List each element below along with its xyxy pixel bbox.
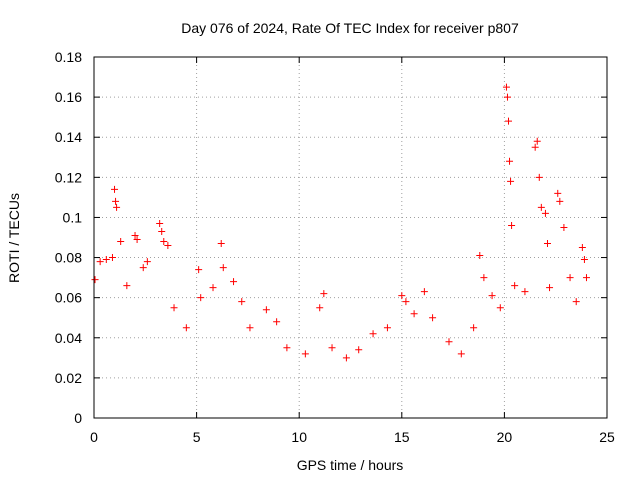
data-point: [273, 318, 281, 326]
data-point: [533, 137, 541, 145]
data-point: [123, 282, 131, 290]
data-point: [219, 264, 227, 272]
grid-lines: [94, 57, 607, 418]
data-point: [537, 203, 545, 211]
data-point: [535, 173, 543, 181]
data-point: [209, 284, 217, 292]
data-point: [112, 197, 120, 205]
data-point: [342, 354, 350, 362]
data-point: [580, 256, 588, 264]
y-tick-label: 0.12: [55, 169, 82, 185]
y-tick-label: 0.18: [55, 49, 82, 65]
data-point: [543, 240, 551, 248]
data-point: [560, 223, 568, 231]
data-point: [429, 314, 437, 322]
data-point: [156, 219, 164, 227]
data-point: [572, 298, 580, 306]
data-point: [328, 344, 336, 352]
data-point: [507, 177, 515, 185]
data-point: [91, 276, 99, 284]
y-tick-label: 0.02: [55, 370, 82, 386]
y-tick-label: 0.06: [55, 290, 82, 306]
data-point: [113, 203, 121, 211]
data-point: [131, 231, 139, 239]
data-point: [496, 304, 504, 312]
x-axis-label: GPS time / hours: [297, 457, 404, 473]
data-point: [316, 304, 324, 312]
data-point: [111, 185, 119, 193]
data-point: [402, 298, 410, 306]
data-point: [262, 306, 270, 314]
y-tick-label: 0: [74, 410, 82, 426]
data-point: [531, 143, 539, 151]
data-point: [546, 284, 554, 292]
x-tick-label: 0: [90, 429, 98, 445]
data-point: [578, 244, 586, 252]
data-point: [96, 258, 104, 266]
data-point: [108, 254, 116, 262]
x-tick-label: 15: [394, 429, 410, 445]
data-point: [503, 93, 511, 101]
plot-frame: [93, 56, 608, 419]
data-point: [182, 324, 190, 332]
data-point: [230, 278, 238, 286]
x-tick-label: 10: [291, 429, 307, 445]
data-point: [541, 209, 549, 217]
data-point: [195, 266, 203, 274]
data-point: [160, 238, 168, 246]
data-point: [139, 264, 147, 272]
data-point: [420, 288, 428, 296]
y-tick-label: 0.08: [55, 250, 82, 266]
y-tick-label: 0.1: [63, 209, 83, 225]
data-point: [283, 344, 291, 352]
data-point: [556, 197, 564, 205]
data-point: [511, 282, 519, 290]
x-tick-label: 5: [193, 429, 201, 445]
data-point: [133, 236, 141, 244]
y-tick-label: 0.16: [55, 89, 82, 105]
data-point: [102, 256, 110, 264]
data-point: [521, 288, 529, 296]
data-point: [301, 350, 309, 358]
data-point: [582, 274, 590, 282]
data-point: [238, 298, 246, 306]
data-point: [554, 189, 562, 197]
data-point: [508, 221, 516, 229]
y-axis-label: ROTI / TECUs: [6, 193, 22, 283]
chart-title: Day 076 of 2024, Rate Of TEC Index for r…: [181, 20, 519, 36]
data-point: [398, 292, 406, 300]
y-tick-label: 0.14: [55, 129, 82, 145]
data-point: [488, 292, 496, 300]
data-point: [480, 274, 488, 282]
data-point: [355, 346, 363, 354]
data-point: [410, 310, 418, 318]
data-point: [170, 304, 178, 312]
data-point: [117, 238, 125, 246]
data-point: [320, 290, 328, 298]
data-point: [369, 330, 377, 338]
data-point: [457, 350, 465, 358]
data-point: [158, 227, 166, 235]
x-tick-label: 20: [497, 429, 513, 445]
axis-ticks: 0 5 10 15 20 25 0 0.02 0.04 0.06 0.08 0.1 0.12 0.14 0.…: [55, 49, 615, 445]
data-point: [476, 252, 484, 260]
data-point: [502, 83, 510, 91]
data-point: [197, 294, 205, 302]
y-tick-label: 0.04: [55, 330, 82, 346]
data-point: [505, 117, 513, 125]
x-tick-label: 25: [599, 429, 615, 445]
data-point: [470, 324, 478, 332]
data-point: [217, 240, 225, 248]
data-point: [566, 274, 574, 282]
data-point: [246, 324, 254, 332]
data-point: [506, 157, 514, 165]
data-point: [445, 338, 453, 346]
data-point: [383, 324, 391, 332]
data-points: [91, 83, 590, 362]
data-point: [143, 258, 151, 266]
data-point: [164, 242, 172, 250]
